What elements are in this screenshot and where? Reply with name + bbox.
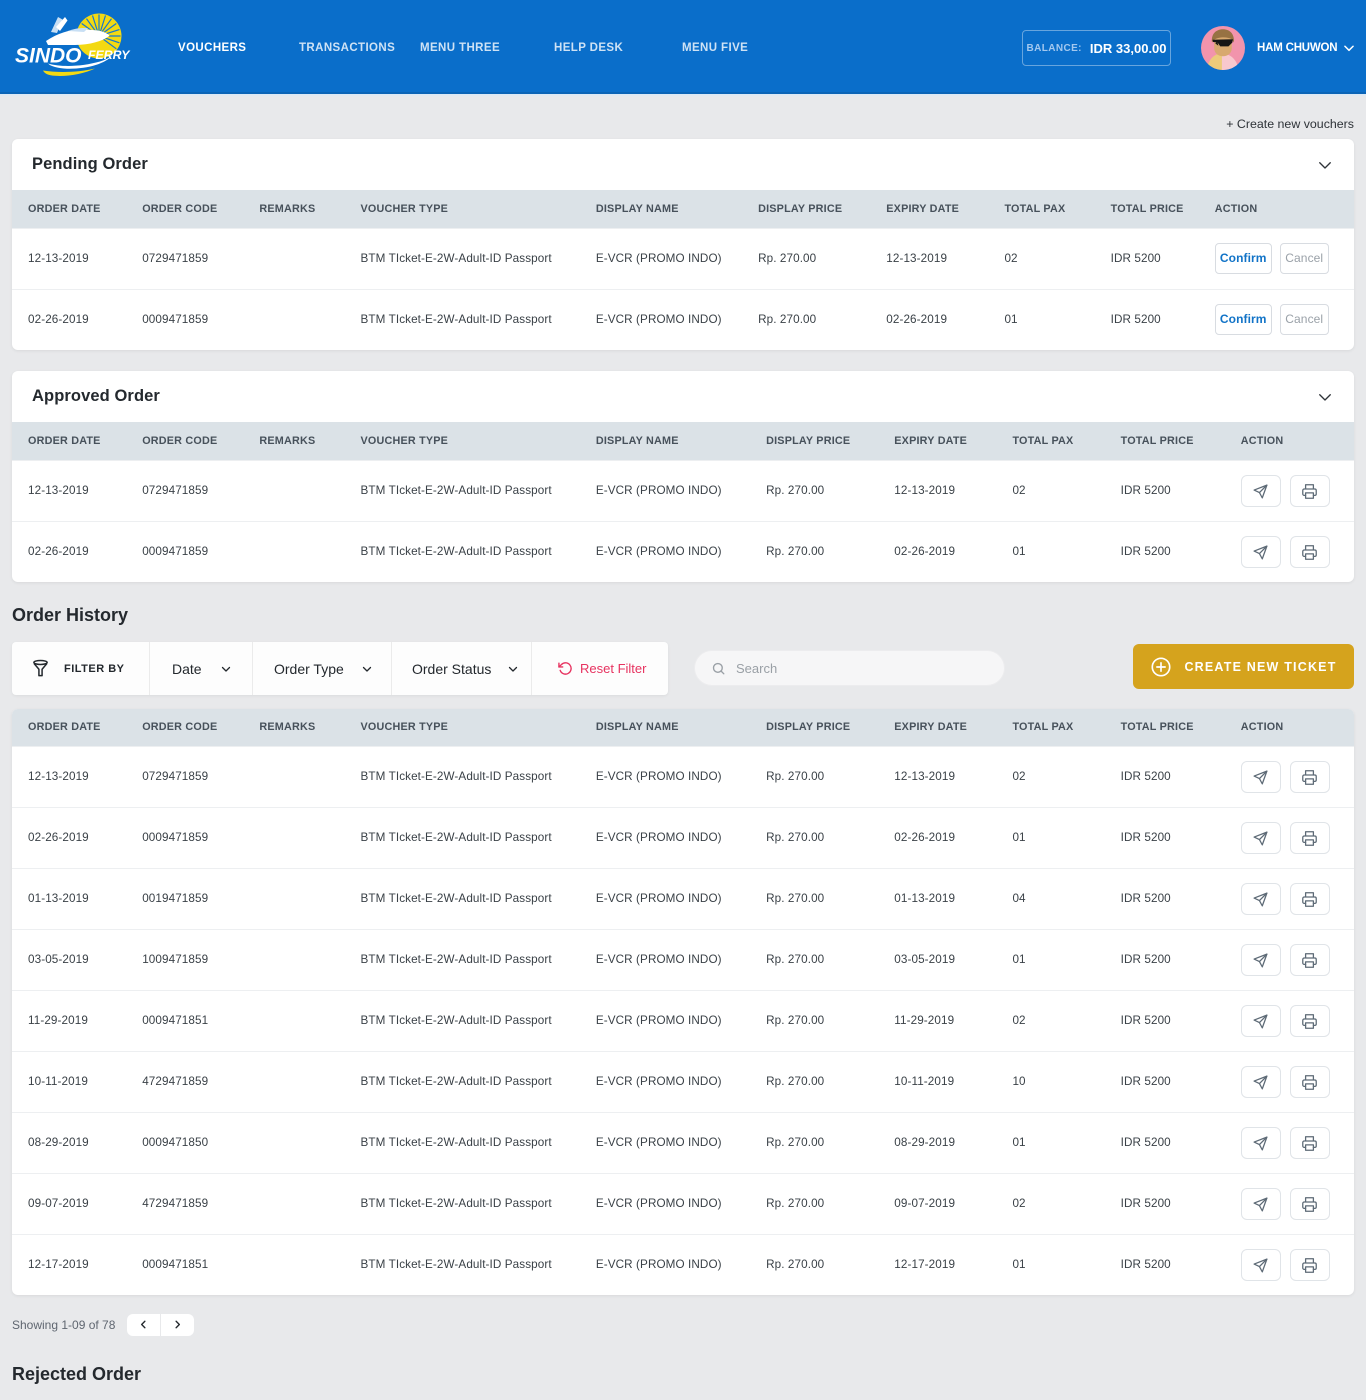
- svg-text:FERRY: FERRY: [88, 48, 131, 62]
- svg-text:SINDO: SINDO: [15, 45, 82, 68]
